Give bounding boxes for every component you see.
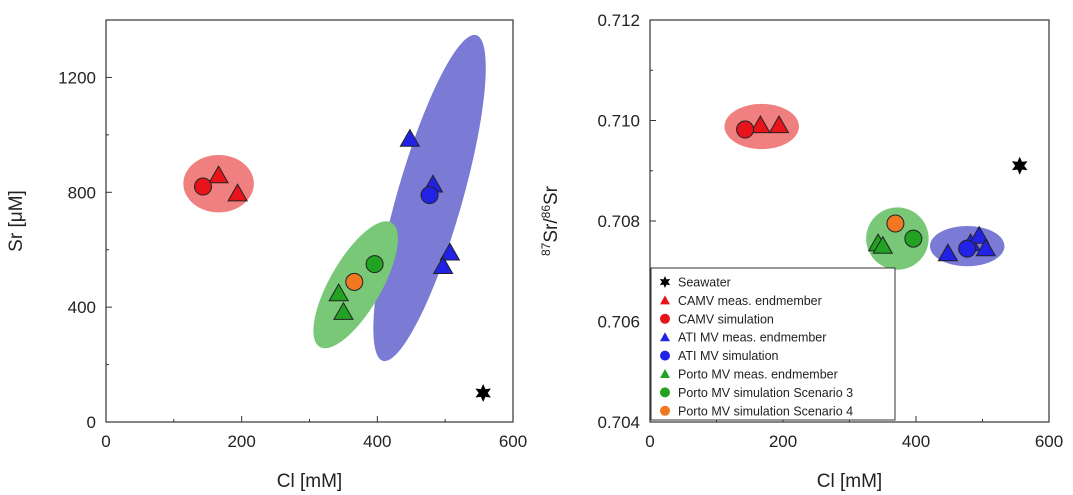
- right-camv-simulation-point-0: [736, 120, 755, 139]
- left-y-tick-label: 800: [68, 183, 96, 202]
- legend: Seawater CAMV meas. endmember CAMV simulat…: [650, 267, 896, 421]
- legend-entry-label: Porto MV meas. endmember: [678, 368, 838, 382]
- right-y-tick-label: 0.712: [597, 11, 640, 30]
- left-camv-meas-endmember-point-0: [208, 165, 229, 184]
- y-label-sr: Sr: [541, 185, 562, 205]
- legend-entry-label: Seawater: [678, 276, 731, 290]
- right-porto-mv-meas-endmember-point-1: [872, 235, 894, 254]
- right-porto-mv-simulation-scenario-4-point-0: [886, 214, 905, 233]
- left-ati-mv-meas-endmember-point-3: [432, 255, 454, 274]
- left-x-axis-label: Cl [mM]: [277, 471, 342, 492]
- legend-marker-1: [660, 295, 670, 305]
- left-y-tick-label: 1200: [58, 68, 96, 87]
- right-y-axis-label: 87Sr/86Sr: [539, 185, 562, 256]
- right-x-tick-label: 0: [645, 432, 654, 451]
- right-x-tick-label: 600: [1035, 432, 1063, 451]
- legend-marker-6: [660, 387, 670, 398]
- legend-entry-label: CAMV meas. endmember: [678, 294, 822, 308]
- right-y-tick-label: 0.710: [597, 112, 640, 131]
- right-x-tick-label: 400: [902, 432, 930, 451]
- right-x-tick-label: 200: [769, 432, 797, 451]
- right-seawater-point-0: [1011, 156, 1028, 175]
- left-x-tick-label: 0: [101, 432, 110, 451]
- y-label-sup-87: 87: [539, 242, 553, 256]
- left-camv-simulation-point-0: [194, 177, 213, 196]
- right-field-ellipse-2: [866, 207, 929, 270]
- legend-entry-label: Porto MV simulation Scenario 4: [678, 404, 853, 418]
- right-camv-meas-endmember-point-1: [768, 115, 790, 134]
- legend-entry-label: Porto MV simulation Scenario 3: [678, 386, 853, 400]
- left-x-tick-label: 200: [227, 432, 255, 451]
- left-chart-panel: 0 200 400 600 0 400 800 1200 Cl [mM] Sr [μM]: [6, 19, 527, 492]
- y-label-sup-86: 86: [539, 205, 553, 219]
- legend-box: [650, 267, 896, 421]
- legend-marker-2: [660, 313, 670, 324]
- left-porto-mv-meas-endmember-point-1: [333, 301, 354, 320]
- legend-marker-0: [659, 276, 671, 288]
- left-seawater-point-0: [475, 384, 491, 402]
- left-x-tick-label: 400: [363, 432, 391, 451]
- right-ati-mv-meas-endmember-point-2: [968, 225, 990, 244]
- left-porto-mv-simulation-scenario-3-point-0: [365, 255, 384, 274]
- legend-entry-label: CAMV simulation: [678, 312, 774, 326]
- left-y-tick-label: 400: [68, 298, 96, 317]
- legend-marker-5: [660, 369, 670, 378]
- left-field-ellipse-0: [183, 154, 254, 213]
- legend-entry-label: ATI MV meas. endmember: [678, 331, 826, 345]
- left-porto-mv-simulation-scenario-4-point-0: [345, 272, 364, 291]
- right-porto-mv-simulation-scenario-3-point-0: [904, 229, 923, 248]
- left-camv-meas-endmember-point-1: [227, 183, 248, 202]
- right-x-axis-label: Cl [mM]: [817, 471, 882, 492]
- left-ati-mv-meas-endmember-point-0: [399, 128, 421, 147]
- left-x-tick-label: 600: [499, 432, 527, 451]
- right-y-tick-label: 0.708: [597, 212, 640, 231]
- legend-marker-7: [660, 405, 670, 416]
- right-chart-panel: 0 200 400 600 0.704 0.706 0.708 0.710 0.712 Cl […: [539, 11, 1063, 492]
- legend-marker-3: [660, 332, 670, 342]
- left-y-tick-label: 0: [87, 413, 96, 432]
- y-label-sr-over: Sr/: [541, 218, 562, 243]
- left-ati-mv-meas-endmember-point-2: [439, 242, 461, 261]
- right-ati-mv-simulation-point-0: [958, 239, 977, 258]
- right-ati-mv-meas-endmember-point-0: [937, 243, 959, 262]
- right-ati-mv-meas-endmember-point-3: [975, 238, 997, 257]
- left-porto-mv-meas-endmember-point-0: [328, 283, 350, 302]
- right-y-tick-label: 0.706: [597, 313, 640, 332]
- legend-marker-4: [660, 350, 670, 361]
- legend-entry-label: ATI MV simulation: [678, 349, 779, 363]
- left-y-axis-label: Sr [μM]: [6, 190, 27, 252]
- right-camv-meas-endmember-point-0: [750, 115, 771, 134]
- left-ati-mv-simulation-point-0: [420, 186, 439, 205]
- right-y-tick-label: 0.704: [597, 413, 640, 432]
